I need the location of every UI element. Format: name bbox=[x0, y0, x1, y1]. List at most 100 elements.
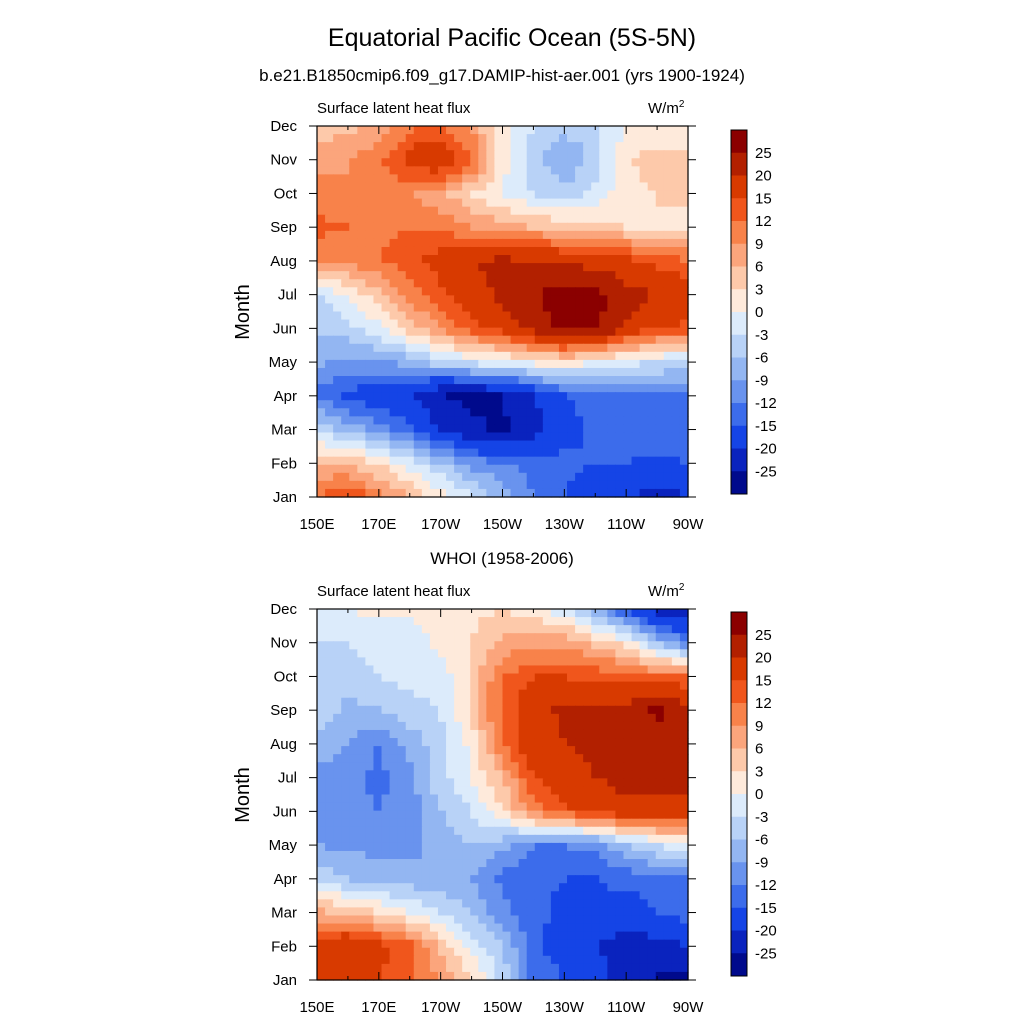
heatmap-cell bbox=[397, 633, 407, 642]
heatmap-cell bbox=[429, 947, 439, 957]
heatmap-cell bbox=[615, 729, 625, 739]
heatmap-cell bbox=[478, 303, 487, 313]
heatmap-cell bbox=[349, 400, 358, 409]
heatmap-cell bbox=[454, 134, 463, 143]
heatmap-cell bbox=[389, 238, 399, 248]
heatmap-cell bbox=[534, 384, 544, 393]
heatmap-cell bbox=[381, 230, 391, 240]
heatmap-cell bbox=[575, 432, 584, 442]
panel-label: Surface latent heat flux bbox=[317, 100, 471, 117]
heatmap-cell bbox=[381, 625, 391, 634]
heatmap-cell bbox=[373, 955, 383, 965]
heatmap-cell bbox=[454, 456, 463, 466]
heatmap-cell bbox=[486, 697, 496, 707]
heatmap-cell bbox=[583, 142, 592, 151]
heatmap-cell bbox=[510, 198, 520, 208]
heatmap-cell bbox=[381, 963, 391, 973]
heatmap-cell bbox=[542, 891, 552, 900]
heatmap-cell bbox=[333, 665, 342, 675]
heatmap-cell bbox=[623, 883, 633, 892]
heatmap-cell bbox=[389, 432, 399, 442]
heatmap-cell bbox=[421, 295, 431, 305]
colorbar-label: 0 bbox=[755, 786, 763, 803]
heatmap-cell bbox=[405, 729, 415, 739]
heatmap-cell bbox=[647, 376, 657, 385]
colorbar-label: -3 bbox=[755, 327, 768, 344]
heatmap-cell bbox=[583, 255, 592, 264]
heatmap-cell bbox=[373, 625, 383, 634]
heatmap-cell bbox=[502, 190, 512, 200]
heatmap-cell bbox=[510, 738, 520, 747]
heatmap-cell bbox=[623, 335, 633, 345]
heatmap-cell bbox=[534, 174, 544, 184]
heatmap-cell bbox=[349, 343, 358, 353]
heatmap-cell bbox=[325, 222, 334, 232]
heatmap-cell bbox=[333, 295, 342, 305]
heatmap-cell bbox=[583, 206, 592, 216]
colorbar-label: 25 bbox=[755, 627, 772, 644]
heatmap-cell bbox=[470, 222, 479, 232]
heatmap-cell bbox=[647, 681, 657, 691]
heatmap-cell bbox=[349, 222, 358, 232]
heatmap-cell bbox=[663, 464, 673, 474]
heatmap-cell bbox=[655, 802, 665, 812]
heatmap-cell bbox=[518, 923, 528, 933]
heatmap-cell bbox=[623, 891, 633, 900]
heatmap-cell bbox=[470, 859, 479, 868]
heatmap-cell bbox=[381, 802, 391, 812]
heatmap-cell bbox=[333, 214, 342, 224]
heatmap-cell bbox=[486, 617, 496, 626]
heatmap-cell bbox=[558, 271, 568, 280]
heatmap-cell bbox=[381, 891, 391, 900]
heatmap-cell bbox=[413, 867, 423, 876]
heatmap-cell bbox=[639, 923, 649, 933]
heatmap-cell bbox=[615, 263, 625, 272]
heatmap-cell bbox=[486, 327, 496, 337]
heatmap-cell bbox=[599, 351, 608, 361]
heatmap-cell bbox=[502, 206, 512, 216]
heatmap-cell bbox=[599, 907, 608, 917]
heatmap-cell bbox=[446, 850, 455, 860]
heatmap-cell bbox=[341, 625, 350, 634]
heatmap-cell bbox=[583, 778, 592, 788]
heatmap-cell bbox=[478, 263, 487, 272]
heatmap-cell bbox=[486, 867, 496, 876]
heatmap-cell bbox=[365, 834, 375, 844]
heatmap-cell bbox=[567, 166, 576, 175]
heatmap-cell bbox=[357, 335, 366, 345]
heatmap-cell bbox=[558, 899, 568, 909]
heatmap-cell bbox=[397, 746, 407, 755]
heatmap-cell bbox=[341, 689, 350, 699]
heatmap-cell bbox=[518, 721, 528, 731]
heatmap-cell bbox=[575, 762, 584, 771]
heatmap-cell bbox=[486, 400, 496, 409]
heatmap-plot bbox=[316, 125, 689, 498]
heatmap-cell bbox=[583, 834, 592, 844]
heatmap-cell bbox=[446, 697, 455, 707]
heatmap-cell bbox=[381, 842, 391, 852]
heatmap-cell bbox=[567, 617, 576, 626]
heatmap-cell bbox=[591, 939, 600, 949]
heatmap-cell bbox=[446, 939, 455, 949]
heatmap-cell bbox=[454, 246, 463, 256]
heatmap-cell bbox=[502, 198, 512, 208]
heatmap-cell bbox=[454, 416, 463, 426]
heatmap-cell bbox=[341, 311, 350, 321]
heatmap-cell bbox=[389, 271, 399, 280]
heatmap-cell bbox=[373, 384, 383, 393]
heatmap-cell bbox=[550, 150, 560, 159]
heatmap-cell bbox=[655, 319, 665, 329]
y-tick-label: Mar bbox=[271, 905, 297, 922]
heatmap-cell bbox=[647, 255, 657, 264]
heatmap-cell bbox=[558, 883, 568, 892]
heatmap-cell bbox=[437, 721, 447, 731]
heatmap-cell bbox=[663, 657, 673, 667]
heatmap-cell bbox=[462, 971, 471, 981]
heatmap-cell bbox=[429, 134, 439, 143]
heatmap-cell bbox=[631, 134, 641, 143]
heatmap-cell bbox=[526, 255, 536, 264]
heatmap-cell bbox=[397, 907, 407, 917]
heatmap-cell bbox=[591, 142, 600, 151]
heatmap-cell bbox=[510, 657, 520, 667]
heatmap-cell bbox=[550, 279, 560, 288]
